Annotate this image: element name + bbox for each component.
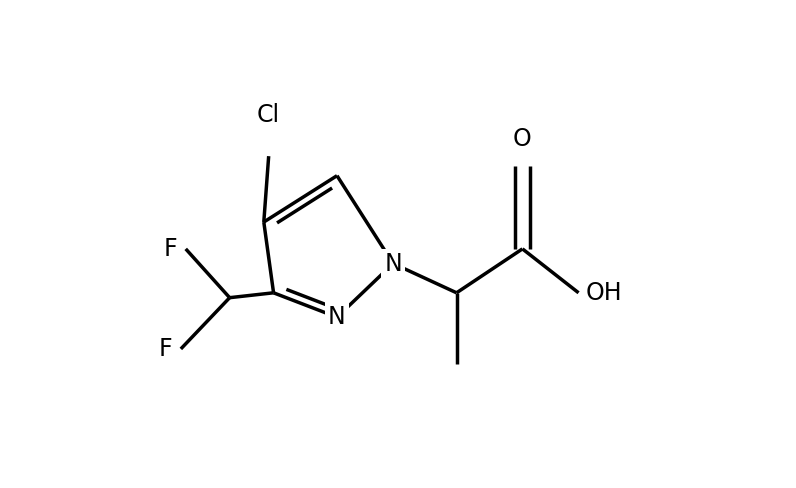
Text: N: N (328, 305, 346, 329)
Text: Cl: Cl (257, 103, 280, 127)
Text: F: F (158, 337, 172, 361)
Text: OH: OH (586, 281, 622, 305)
Text: O: O (513, 127, 532, 151)
Text: F: F (163, 237, 177, 261)
Text: N: N (384, 251, 402, 276)
